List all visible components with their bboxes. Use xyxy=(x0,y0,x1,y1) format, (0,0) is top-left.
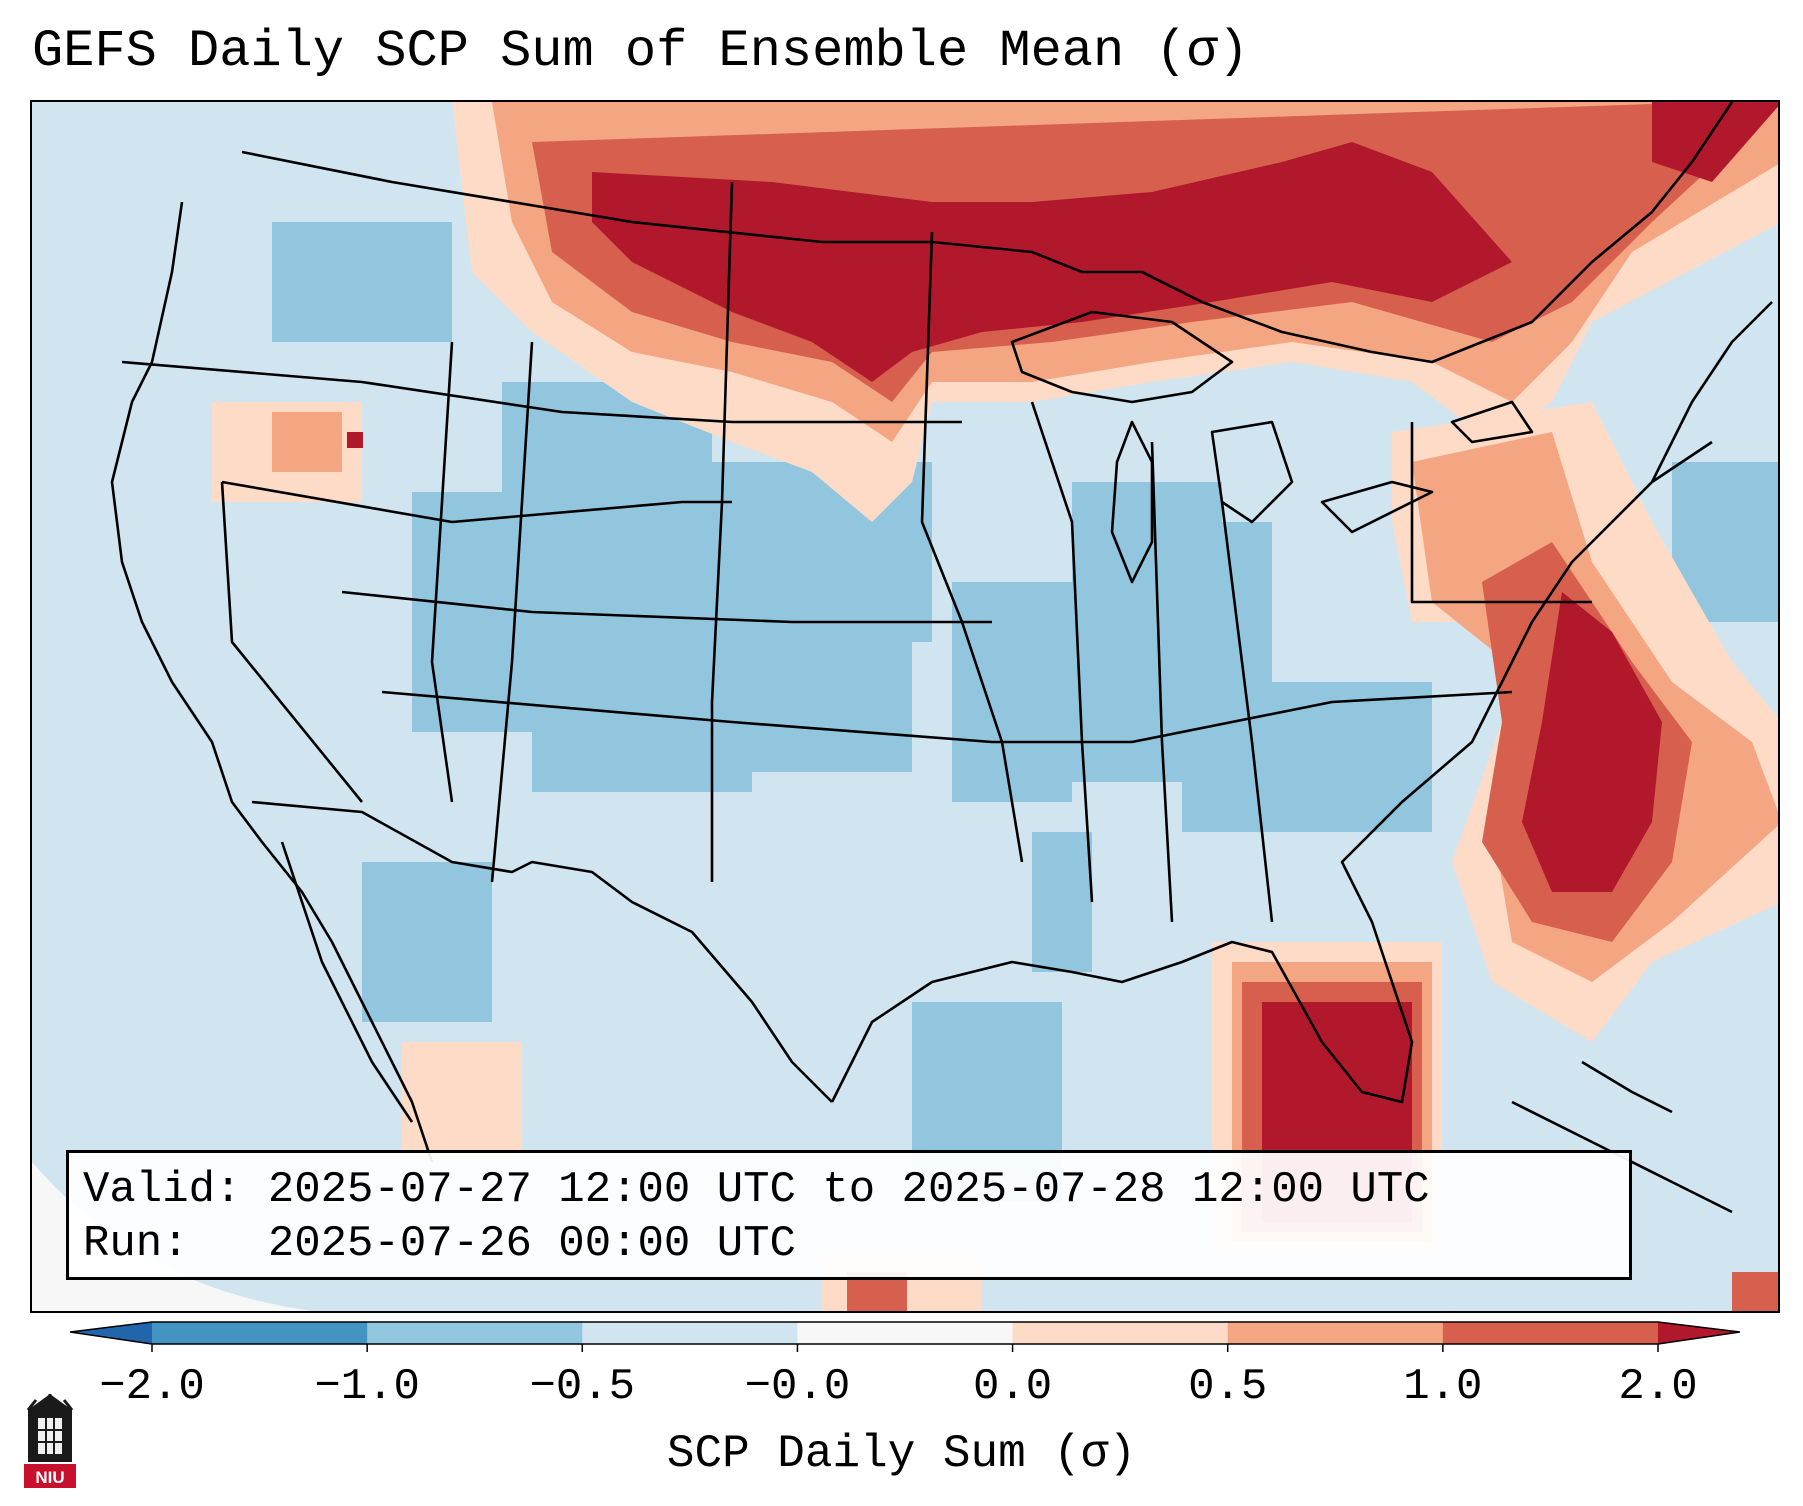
colorbar-segment xyxy=(1227,1322,1444,1344)
colorbar-extend-high xyxy=(1658,1322,1740,1344)
gulf-atlantic-coastline xyxy=(830,440,1713,1104)
bahamas xyxy=(1581,1060,1673,1114)
colorbar-segment xyxy=(152,1322,368,1344)
mexico-border xyxy=(251,800,833,1103)
valid-label: Valid: xyxy=(83,1165,242,1215)
run-value: 2025-07-26 00:00 UTC xyxy=(267,1219,796,1269)
colorbar-tick-label: −2.0 xyxy=(99,1362,205,1412)
region-caribbean-red xyxy=(1732,1272,1778,1311)
state-line-dakotas-texas xyxy=(710,181,734,882)
west-coastline xyxy=(110,201,434,1163)
valid-run-infobox: Valid: 2025-07-27 12:00 UTC to 2025-07-2… xyxy=(66,1150,1632,1280)
lake-ontario xyxy=(1450,400,1534,444)
state-line-indiana-alabama xyxy=(1150,441,1174,923)
state-line-mississippi xyxy=(920,231,1024,863)
region-sonora xyxy=(362,862,492,1022)
region-upper-midwest-core xyxy=(592,142,1512,382)
valid-line: Valid: 2025-07-27 12:00 UTC to 2025-07-2… xyxy=(83,1163,1615,1217)
state-line-northern xyxy=(121,360,962,424)
colorbar-tick-label: 0.5 xyxy=(1188,1362,1268,1412)
region-washington xyxy=(272,222,452,342)
region-idaho-orange xyxy=(272,412,342,472)
region-indiana xyxy=(1162,522,1272,722)
run-line: Run: 2025-07-26 00:00 UTC xyxy=(83,1217,1615,1271)
state-line-pennsylvania xyxy=(1410,422,1592,604)
colorbar-tick-label: 0.0 xyxy=(972,1362,1053,1412)
canada-border xyxy=(241,102,1734,364)
colorbar-extend-low xyxy=(70,1322,152,1344)
colorbar-segment xyxy=(1442,1322,1659,1344)
region-idaho-core xyxy=(347,432,363,448)
state-line-nevada-utah xyxy=(430,341,454,803)
lake-superior xyxy=(1010,310,1234,404)
region-quebec-core xyxy=(1652,102,1778,182)
state-line-california-nevada xyxy=(220,481,364,803)
region-missouri xyxy=(952,582,1072,802)
niu-logo-icon: NIU xyxy=(24,1394,76,1488)
colorbar-tick-label: −0.0 xyxy=(744,1362,851,1412)
region-kansas xyxy=(712,622,912,772)
map-panel xyxy=(30,100,1780,1313)
boundaries xyxy=(110,102,1773,1214)
colorbar-segment xyxy=(797,1322,1014,1344)
northeast-coastline xyxy=(1650,301,1773,483)
lake-michigan xyxy=(1110,420,1154,584)
chart-title: GEFS Daily SCP Sum of Ensemble Mean (σ) xyxy=(32,22,1249,81)
logo-text: NIU xyxy=(35,1468,64,1487)
valid-value: 2025-07-27 12:00 UTC to 2025-07-28 12:00… xyxy=(267,1165,1430,1215)
colorbar-segment xyxy=(582,1322,798,1344)
cuba-coast xyxy=(1511,1100,1733,1214)
colorbar-tick-label: 1.0 xyxy=(1403,1362,1483,1412)
state-line-illinois xyxy=(1030,401,1094,903)
run-label: Run: xyxy=(83,1219,189,1269)
colorbar-segment xyxy=(1012,1322,1229,1344)
negative-anomaly-regions xyxy=(272,222,1778,1202)
colorbar-ticks xyxy=(151,1344,1659,1352)
colorbar-tick-label: −1.0 xyxy=(314,1362,420,1412)
state-line-utah-colorado xyxy=(490,341,534,883)
colorbar-tick-label: 2.0 xyxy=(1618,1362,1698,1412)
colorbar-tick-label: −0.5 xyxy=(529,1362,636,1412)
colorbar-segment xyxy=(367,1322,583,1344)
state-line-southern xyxy=(381,690,1513,744)
region-virginia-core xyxy=(1522,592,1662,892)
lake-huron xyxy=(1210,420,1294,524)
lake-erie xyxy=(1320,480,1434,534)
baja-peninsula xyxy=(280,841,414,1123)
colorbar xyxy=(70,1321,1740,1352)
state-line-ohio-georgia xyxy=(1220,501,1274,923)
colorbar-segments xyxy=(152,1322,1659,1344)
state-line-oregon-nevada xyxy=(221,480,732,524)
region-louisiana xyxy=(1032,832,1092,972)
colorbar-label: SCP Daily Sum (σ) xyxy=(666,1428,1137,1480)
region-mexico-halo xyxy=(402,1042,522,1162)
scp-map xyxy=(32,102,1778,1311)
